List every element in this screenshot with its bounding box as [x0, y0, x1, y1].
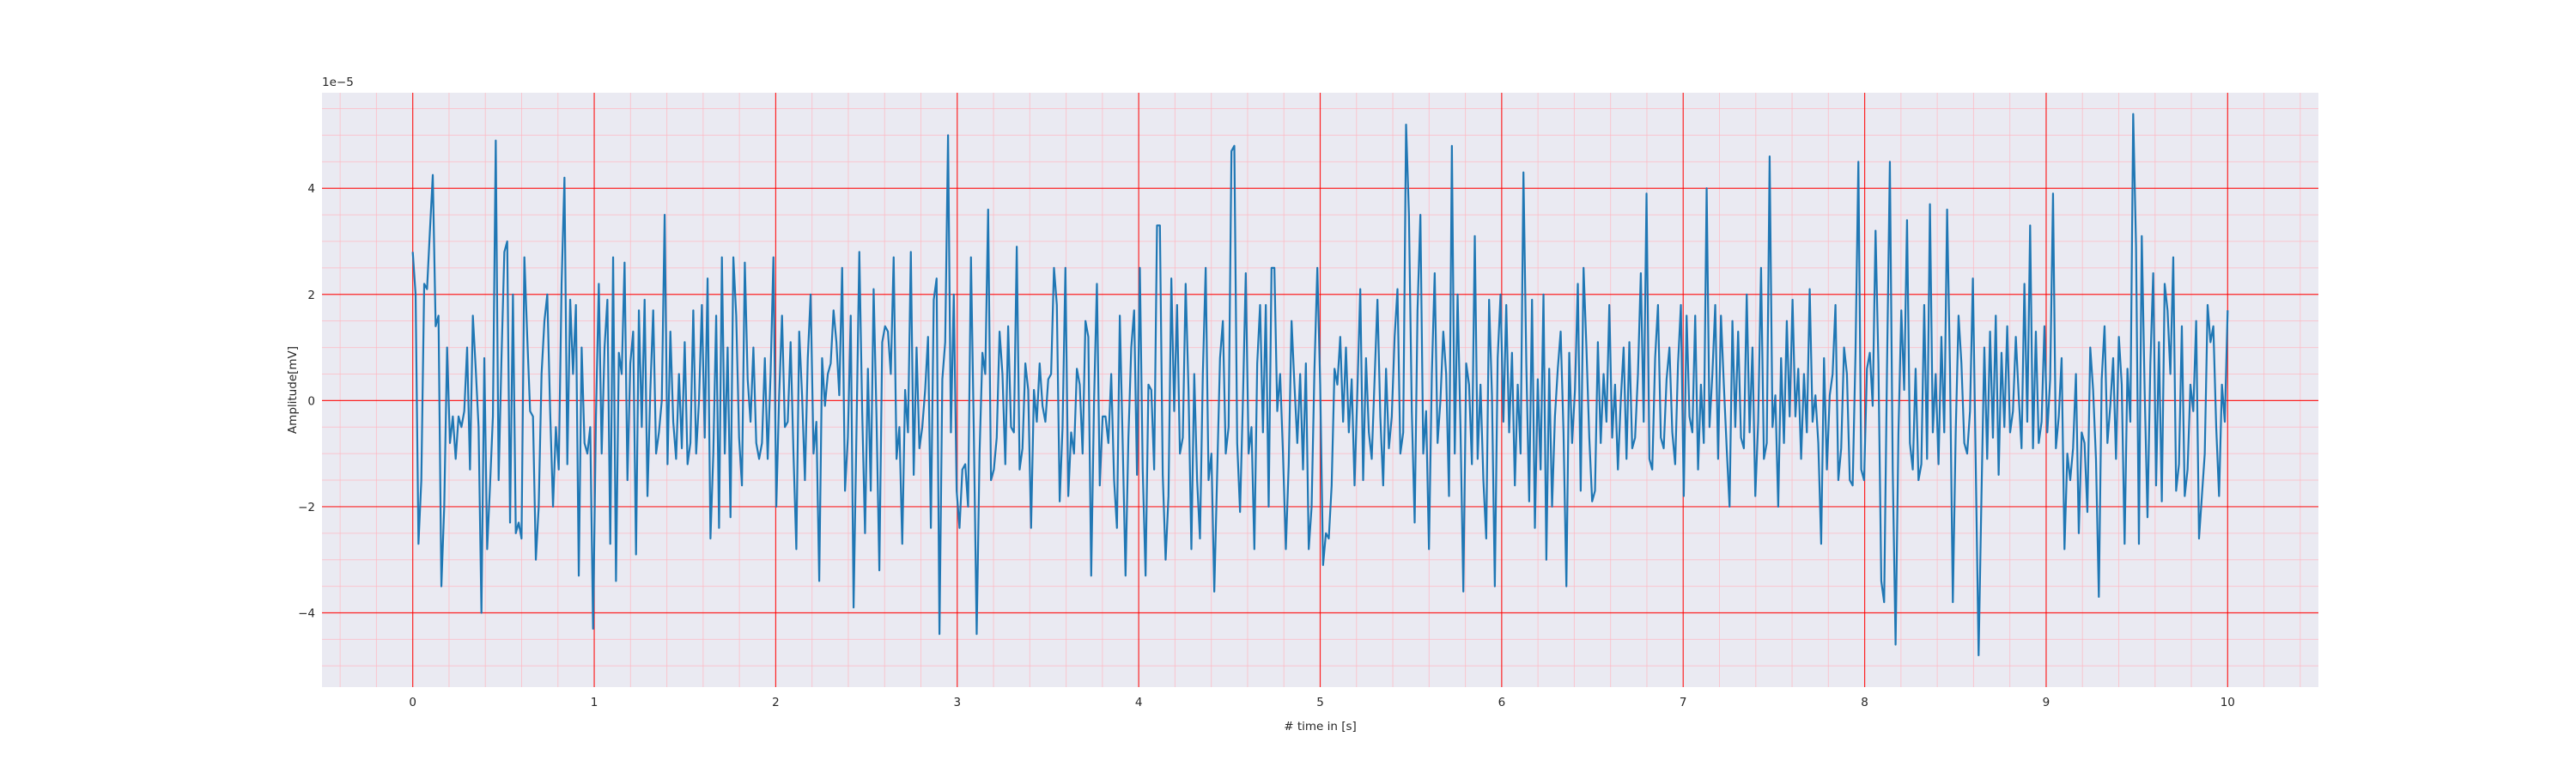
x-axis-label: # time in [s]	[1284, 720, 1357, 733]
x-tick-label: 3	[953, 696, 961, 709]
x-tick-label: 7	[1680, 696, 1687, 709]
x-tick-label: 9	[2043, 696, 2050, 709]
y-tick-label: −2	[298, 501, 315, 514]
x-tick-label: 5	[1316, 696, 1324, 709]
y-scale-factor-label: 1e−5	[322, 76, 354, 89]
y-tick-label: 2	[307, 289, 315, 302]
y-tick-label: 4	[307, 182, 315, 196]
series-line-0	[411, 113, 2229, 657]
x-tick-labels: 0 1 2 3 4 5 6 7 8 9 10	[409, 696, 2235, 709]
y-tick-label: 0	[307, 394, 315, 408]
x-tick-label: 4	[1135, 696, 1143, 709]
x-tick-label: 2	[772, 696, 780, 709]
y-axis-label: Amplitude[mV]	[286, 346, 300, 434]
series-layer	[411, 113, 2229, 657]
y-tick-label: −4	[298, 607, 315, 621]
x-tick-label: 6	[1498, 696, 1506, 709]
x-tick-label: 8	[1861, 696, 1868, 709]
x-tick-label: 1	[591, 696, 598, 709]
x-tick-label: 0	[409, 696, 416, 709]
x-tick-label: 10	[2221, 696, 2235, 709]
y-tick-labels: −4 −2 0 2 4	[298, 182, 315, 620]
